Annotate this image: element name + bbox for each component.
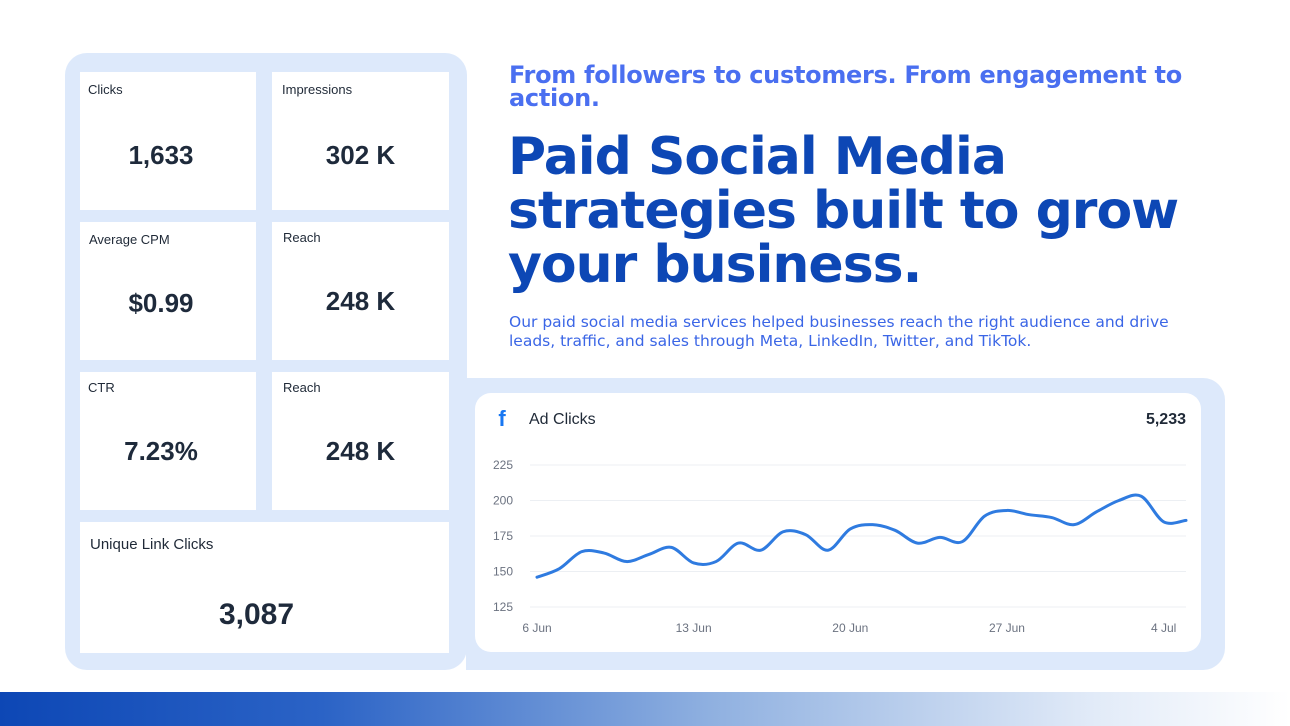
metric-value: 248 K bbox=[325, 436, 396, 466]
metric-value: $0.99 bbox=[128, 288, 194, 318]
y-tick-label: 200 bbox=[493, 494, 513, 508]
x-tick-label: 4 Jul bbox=[1151, 621, 1176, 635]
y-tick-label: 175 bbox=[493, 529, 513, 543]
metric-label: Clicks bbox=[88, 82, 123, 97]
metric-card-reach: Reach 248 K bbox=[272, 222, 449, 360]
x-tick-label: 20 Jun bbox=[832, 621, 868, 635]
y-tick-label: 225 bbox=[493, 458, 513, 472]
description: Our paid social media services helped bu… bbox=[509, 313, 1169, 350]
metric-value: 302 K bbox=[325, 140, 396, 170]
chart-total: 5,233 bbox=[1145, 411, 1186, 428]
metric-value: 3,087 bbox=[218, 598, 295, 631]
metric-card-average-cpm: Average CPM $0.99 bbox=[80, 222, 256, 360]
metric-label: Reach bbox=[283, 230, 321, 245]
y-tick-label: 125 bbox=[493, 600, 513, 614]
metric-card-unique-link-clicks: Unique Link Clicks 3,087 bbox=[80, 522, 449, 653]
metric-card-impressions: Impressions 302 K bbox=[272, 72, 449, 210]
metric-label: Unique Link Clicks bbox=[90, 536, 214, 553]
metric-label: CTR bbox=[88, 380, 115, 395]
metric-label: Average CPM bbox=[89, 232, 170, 247]
metric-label: Reach bbox=[283, 380, 321, 395]
facebook-icon: f bbox=[498, 406, 506, 431]
x-tick-label: 6 Jun bbox=[522, 621, 551, 635]
metric-label: Impressions bbox=[282, 82, 353, 97]
tagline: From followers to customers. From engage… bbox=[509, 61, 1182, 112]
ad-clicks-chart: 225 200 175 150 125 6 Jun 13 Jun 20 Jun 27 Jun 4 … bbox=[493, 458, 1188, 635]
chart-title: Ad Clicks bbox=[529, 411, 596, 428]
ad-clicks-series-line bbox=[535, 493, 1188, 579]
metric-card-reach-2: Reach 248 K bbox=[272, 372, 449, 510]
x-tick-label: 27 Jun bbox=[989, 621, 1025, 635]
metric-card-clicks: Clicks 1,633 bbox=[80, 72, 256, 210]
x-tick-label: 13 Jun bbox=[676, 621, 712, 635]
metric-value: 7.23% bbox=[124, 436, 198, 466]
bottom-gradient-bar bbox=[0, 692, 1290, 726]
metric-card-ctr: CTR 7.23% bbox=[80, 372, 256, 510]
metric-value: 248 K bbox=[325, 286, 396, 316]
headline: Paid Social Media strategies built to gr… bbox=[508, 127, 1179, 295]
y-tick-label: 150 bbox=[493, 565, 513, 579]
metric-value: 1,633 bbox=[128, 140, 194, 170]
